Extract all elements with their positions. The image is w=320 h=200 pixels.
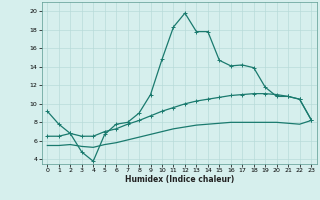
X-axis label: Humidex (Indice chaleur): Humidex (Indice chaleur) (124, 175, 234, 184)
